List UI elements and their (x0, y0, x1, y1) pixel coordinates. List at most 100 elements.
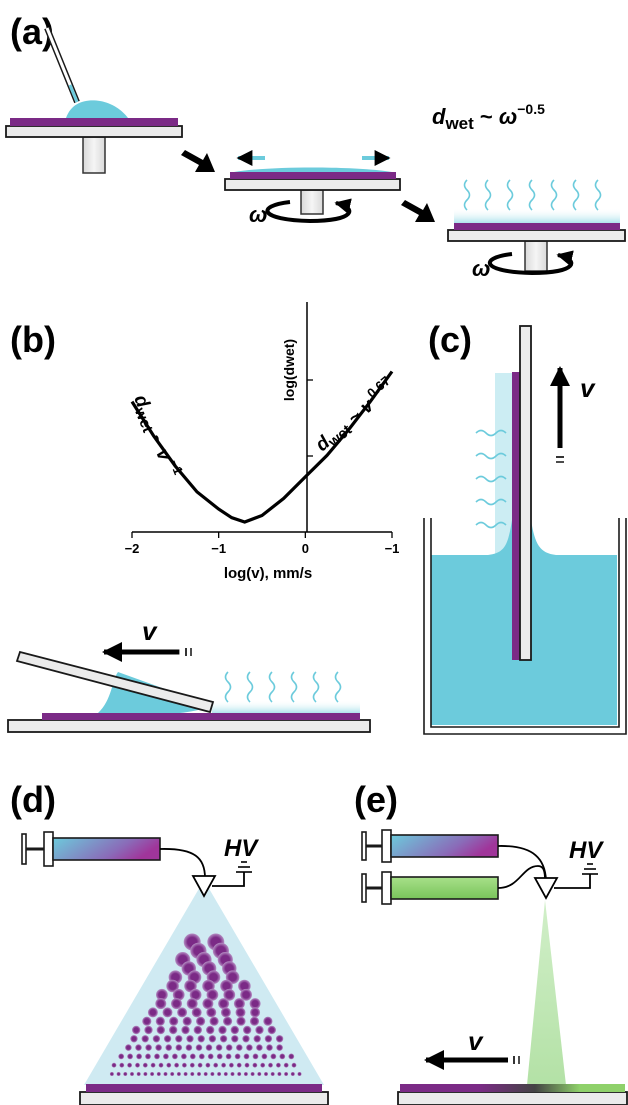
droplet (190, 1072, 195, 1076)
droplet (291, 1062, 297, 1068)
spin-scaling-equation: dwet ~ ω−0.5 (432, 101, 545, 133)
panel-b-label: (b) (10, 319, 56, 360)
omega-symbol: ω (472, 256, 490, 281)
droplet (249, 998, 261, 1010)
droplet (175, 1035, 183, 1043)
vapor-haze (212, 700, 360, 713)
nozzle (533, 877, 559, 900)
spray-cone (527, 900, 566, 1085)
y-axis-label: log(dwet) (281, 339, 297, 401)
droplet (218, 998, 230, 1010)
bath-container (423, 518, 627, 735)
droplet (206, 1007, 217, 1018)
droplet (260, 1062, 266, 1068)
hv-wire (554, 874, 591, 889)
dual-electrospray-setup: HV v (361, 829, 628, 1105)
droplet (246, 1044, 253, 1051)
substrate-slide (519, 325, 532, 661)
droplet (169, 1016, 179, 1026)
droplet (118, 1053, 125, 1060)
x-tick-label: −1 (211, 541, 226, 556)
droplet (127, 1053, 133, 1060)
thickness-velocity-chart: −2 −1 0 −1 log(v), mm/s log(dwet) (125, 302, 399, 582)
rotation-arrow (487, 250, 574, 276)
droplet (144, 1025, 153, 1035)
gradient-film (400, 1084, 625, 1092)
droplet (197, 1035, 205, 1043)
droplet (166, 1062, 172, 1068)
droplet (290, 1072, 295, 1076)
droplet (219, 1035, 228, 1043)
droplet (206, 988, 219, 1001)
droplet (283, 1062, 289, 1068)
droplet (284, 1072, 289, 1076)
coating-blade (15, 650, 215, 714)
droplet (243, 1072, 248, 1076)
droplet (189, 1053, 196, 1060)
syringe-barrel (390, 834, 499, 858)
droplet (181, 1025, 190, 1035)
droplet (275, 1035, 284, 1043)
droplet (288, 1053, 295, 1060)
droplet (279, 1053, 286, 1060)
spinner-pole (82, 136, 106, 174)
feed-tube (159, 848, 206, 879)
droplet (213, 1062, 219, 1068)
spin-step-2: ω (224, 150, 401, 227)
coated-film (512, 372, 520, 660)
droplet (177, 1007, 188, 1018)
droplet (169, 1025, 178, 1035)
dip-coating-setup: v (423, 325, 627, 735)
droplet (268, 1062, 273, 1068)
droplet (181, 1053, 187, 1060)
droplet (171, 998, 182, 1010)
deposited-film (86, 1084, 322, 1092)
droplet (270, 1072, 275, 1076)
x-axis-label: log(v), mm/s (224, 565, 312, 582)
droplet (198, 1053, 205, 1060)
droplet (150, 1062, 156, 1068)
droplet (147, 1007, 158, 1018)
droplet (130, 1072, 134, 1076)
panel-d-label: (d) (10, 779, 56, 820)
droplet (145, 1053, 151, 1060)
hv-label: HV (224, 835, 259, 862)
droplet (196, 1016, 206, 1026)
vapor-squiggles (475, 429, 507, 529)
droplet (184, 979, 197, 993)
droplet-field (109, 933, 302, 1076)
ground-symbol (582, 863, 598, 875)
syringe (21, 831, 161, 867)
droplet (230, 1072, 235, 1076)
droplet (242, 1035, 250, 1043)
droplet (123, 1072, 128, 1076)
panel-e-label: (e) (354, 779, 398, 820)
electrospray-setup: HV (21, 831, 329, 1105)
droplet (166, 979, 179, 993)
droplet (231, 1035, 239, 1043)
droplet (240, 988, 253, 1001)
droplet (243, 1053, 250, 1060)
droplet (203, 1072, 208, 1076)
droplet (244, 1062, 250, 1068)
droplet (256, 1044, 263, 1051)
droplet (163, 1053, 169, 1060)
droplet (186, 1035, 194, 1043)
substrate (79, 1091, 329, 1105)
syringe-barrel (52, 837, 161, 861)
droplet (165, 1044, 172, 1051)
droplet (127, 1062, 132, 1068)
droplet (252, 1053, 259, 1060)
substrate (7, 719, 371, 733)
droplet (234, 1053, 241, 1060)
droplet (217, 1072, 222, 1076)
substrate (397, 1091, 628, 1105)
ground-symbol (236, 861, 252, 873)
syringe-1 (361, 829, 499, 863)
droplet (252, 1062, 258, 1068)
droplet (220, 1007, 231, 1018)
droplet (297, 1072, 302, 1076)
droplet (142, 1016, 152, 1026)
droplet (163, 1072, 168, 1076)
